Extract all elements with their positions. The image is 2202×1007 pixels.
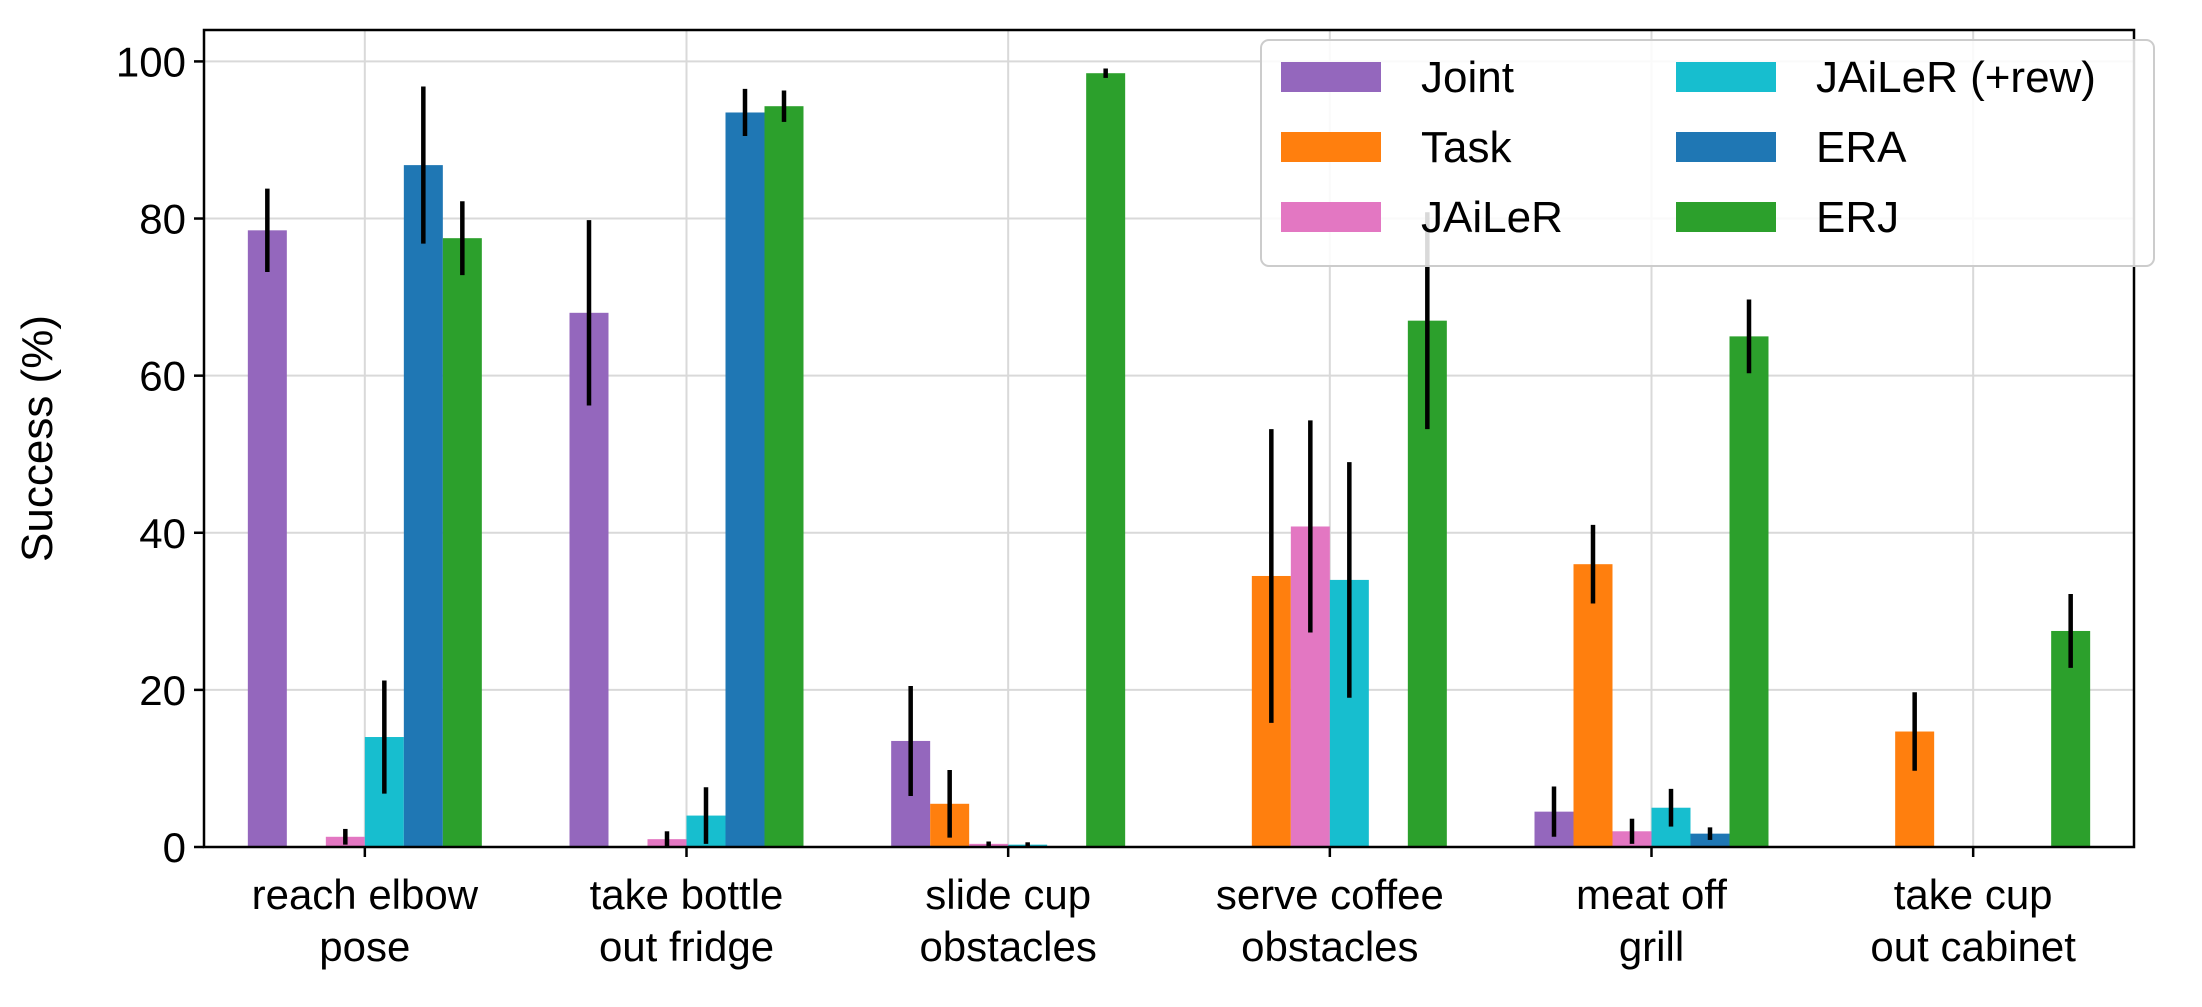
bar	[764, 106, 804, 848]
y-tick-label: 40	[139, 510, 186, 557]
bar	[1690, 833, 1730, 847]
x-tick-label: obstacles	[919, 923, 1096, 970]
x-tick-label: reach elbow	[252, 871, 479, 918]
legend-swatch	[1676, 202, 1776, 232]
x-tick-label: meat off	[1576, 871, 1727, 918]
legend-label: JAiLeR	[1421, 193, 1563, 242]
legend-swatch	[1676, 62, 1776, 92]
x-tick-label: serve coffee	[1216, 871, 1444, 918]
x-tick-label: grill	[1619, 923, 1684, 970]
x-tick-label: take cup	[1894, 871, 2053, 918]
legend-swatch	[1676, 132, 1776, 162]
bar	[247, 230, 287, 847]
y-axis-label: Success (%)	[13, 315, 62, 562]
legend-swatch	[1281, 62, 1381, 92]
legend-swatch	[1281, 132, 1381, 162]
x-tick-label: obstacles	[1241, 923, 1418, 970]
y-tick-label: 80	[139, 196, 186, 243]
x-tick-label: take bottle	[590, 871, 784, 918]
x-tick-label: slide cup	[925, 871, 1091, 918]
bar	[1729, 336, 1769, 847]
x-tick-label: out cabinet	[1870, 923, 2076, 970]
bar	[1086, 73, 1126, 848]
legend: Joint Task JAiLeR JAiLeR (+rew) ERA ERJ	[1260, 39, 2155, 267]
bars	[247, 73, 2091, 848]
y-tick-label: 0	[163, 824, 186, 871]
y-tick-label: 100	[116, 38, 186, 85]
legend-swatch	[1281, 202, 1381, 232]
x-tick-label: pose	[319, 923, 410, 970]
legend-label: Task	[1421, 123, 1512, 172]
legend-label: Joint	[1421, 53, 1514, 102]
y-tick-label: 60	[139, 353, 186, 400]
legend-label: ERA	[1816, 123, 1907, 172]
error-bars	[265, 68, 2073, 847]
x-tick-label: out fridge	[599, 923, 774, 970]
bar	[725, 112, 765, 847]
bar	[1573, 564, 1613, 847]
bar	[403, 165, 443, 847]
legend-label: JAiLeR (+rew)	[1816, 53, 2096, 102]
plot-frame	[202, 28, 2136, 849]
bar	[442, 238, 482, 848]
y-tick-label: 20	[139, 667, 186, 714]
legend-label: ERJ	[1816, 193, 1899, 242]
axes: 0 20 40 60 80 100 reach elbow pose take bottle ou…	[116, 38, 2076, 970]
